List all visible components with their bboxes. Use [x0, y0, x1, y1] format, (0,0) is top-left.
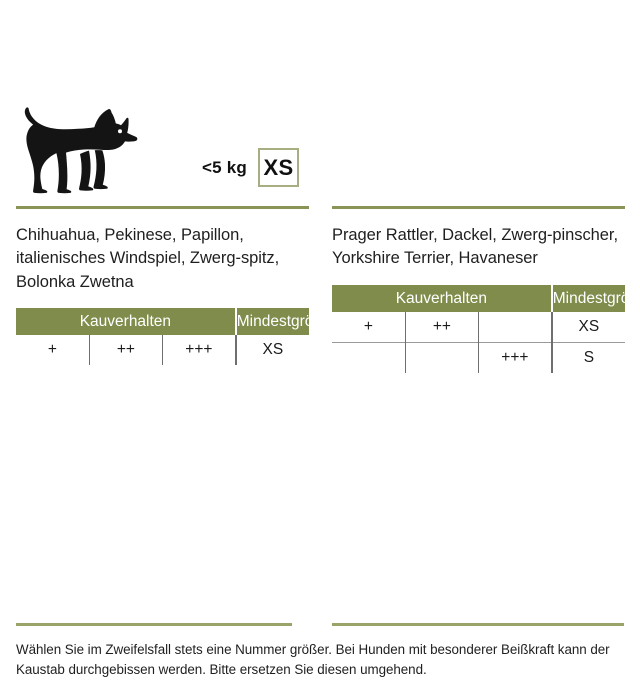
breed-list-left: Chihuahua, Pekinese, Papillon, italienis… [16, 226, 280, 291]
cell-min-size: XS [551, 311, 625, 342]
weight-badge-group: <5 kg XS [202, 148, 299, 187]
table-header-row: Kauverhalten Mindestgröße [16, 307, 332, 335]
chew-table-left: Kauverhalten Mindestgröße + ++ +++ XS [16, 307, 332, 365]
footer-divider-group [0, 623, 640, 626]
breed-list-right: Prager Rattler, Dackel, Zwerg-pinscher, … [332, 226, 618, 268]
cell-mark-2: ++ [89, 334, 164, 365]
table-row: +++ S [332, 341, 625, 373]
chew-table-right-wrap: Kauverhalten Mindestgröße + ++ XS [332, 284, 640, 373]
header-kauverhalten: Kauverhalten [16, 307, 237, 335]
table-row: + ++ XS [332, 311, 625, 342]
column-divider-top [332, 206, 625, 209]
cell-mark-3: +++ [162, 334, 237, 365]
table-bottom-spacer [16, 365, 309, 395]
cell-mark-2 [405, 341, 480, 373]
header-mindestgroesse: Mindestgröße [235, 307, 332, 335]
cell-mark-2: ++ [405, 311, 480, 342]
hero-band: <5 kg XS [16, 104, 624, 200]
column-right: Prager Rattler, Dackel, Zwerg-pinscher, … [332, 206, 640, 373]
chew-table-right: Kauverhalten Mindestgröße + ++ XS [332, 284, 640, 373]
cell-mark-3: +++ [478, 341, 553, 373]
size-guide-page: <5 kg XS Chihuahua, Pekinese, Papillon, … [0, 104, 640, 678]
cell-mark-1: + [16, 334, 90, 365]
footer-divider-left [16, 623, 292, 626]
table-row: + ++ +++ XS [16, 334, 309, 365]
table-header-row: Kauverhalten Mindestgröße [332, 284, 640, 312]
cell-mark-1 [332, 341, 406, 373]
header-mindestgroesse: Mindestgröße [551, 284, 640, 312]
cell-min-size: XS [235, 334, 309, 365]
chew-table-left-wrap: Kauverhalten Mindestgröße + ++ +++ XS [16, 307, 332, 395]
column-left: Chihuahua, Pekinese, Papillon, italienis… [16, 206, 332, 395]
size-badge: XS [257, 148, 299, 187]
footer-divider-right [332, 623, 624, 626]
cell-mark-1: + [332, 311, 406, 342]
cell-mark-3 [478, 311, 553, 342]
header-kauverhalten: Kauverhalten [332, 284, 553, 312]
cell-min-size: S [551, 341, 625, 373]
column-divider-top [16, 206, 309, 209]
footer-note: Wählen Sie im Zweifelsfall stets eine Nu… [16, 642, 610, 678]
chihuahua-silhouette-icon [16, 104, 146, 196]
weight-label: <5 kg [202, 157, 247, 177]
